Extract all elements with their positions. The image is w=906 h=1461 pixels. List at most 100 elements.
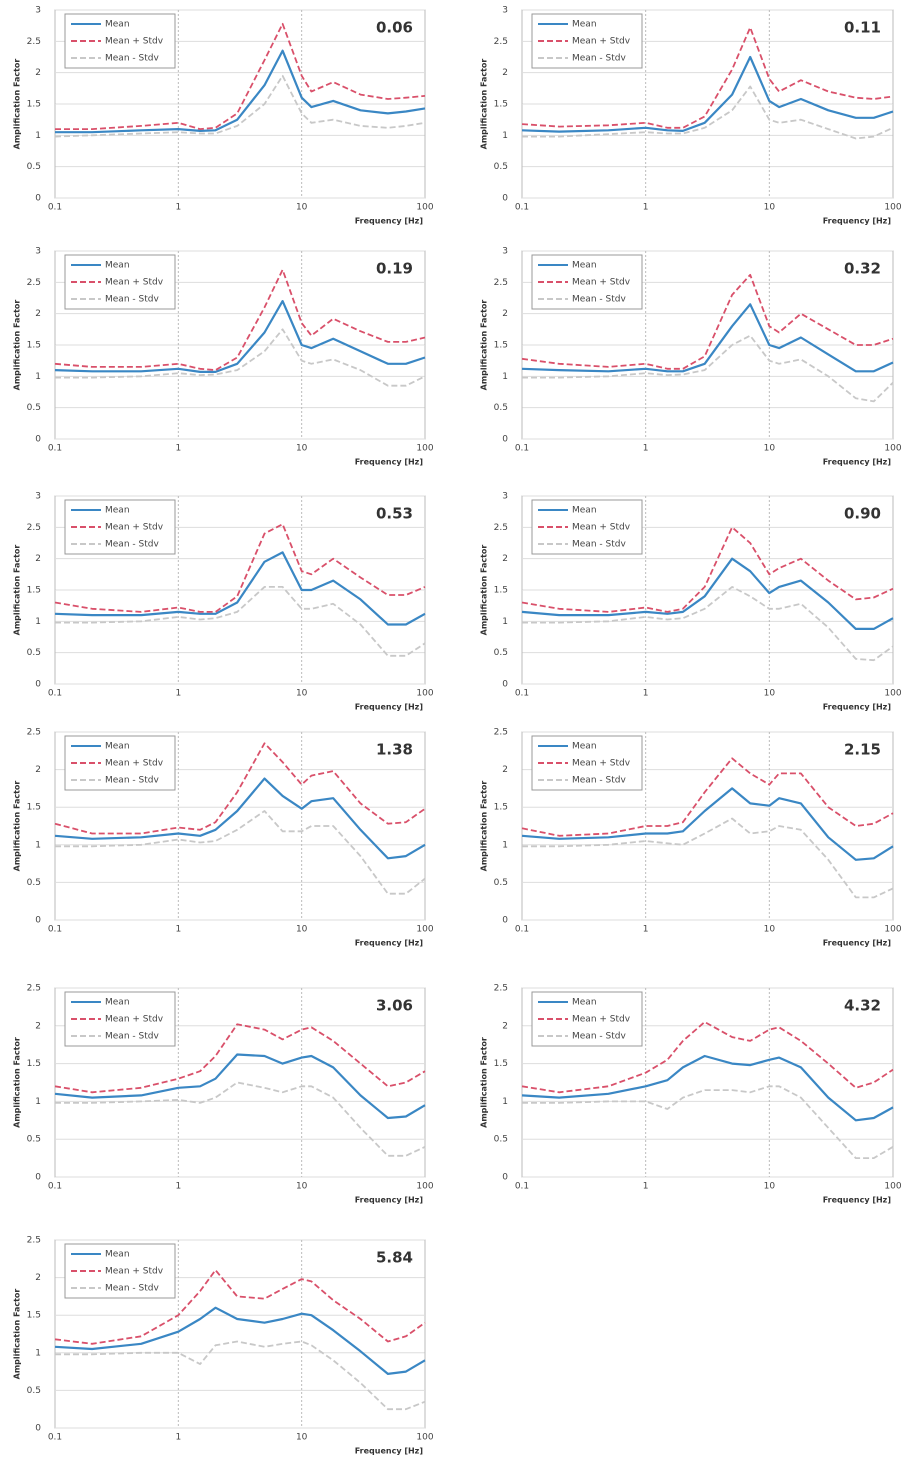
y-axis-label: Amplification Factor [480, 545, 489, 636]
panel: 0 0.5 1 1.5 2 2.5 3 0.1 1 10 100 Amplification Fact… [480, 492, 902, 712]
series-line [54, 1023, 426, 1094]
series-line [55, 586, 426, 657]
legend-label: Mean - Stdv [105, 776, 159, 786]
panel: 0 0.5 1 1.5 2 2.5 0.1 1 10 100 Amplification Facto… [13, 728, 434, 948]
x-tick-label: 100 [884, 689, 901, 699]
y-tick-label: 1.5 [27, 1311, 41, 1321]
panel: 0 0.5 1 1.5 2 2.5 3 0.1 1 10 100 Amplification Fact… [480, 247, 902, 467]
x-tick-label: 1 [175, 1182, 181, 1192]
legend-label: Mean - Stdv [105, 1284, 159, 1294]
x-tick-label: 1 [643, 203, 649, 213]
legend-label: Mean + Stdv [105, 278, 164, 288]
series-line [54, 1053, 426, 1120]
legend-label: Mean + Stdv [572, 278, 631, 288]
series-line [522, 85, 894, 140]
legend-label: Mean [105, 20, 130, 30]
y-tick-label: 0.5 [27, 1386, 41, 1396]
y-tick-label: 2 [502, 554, 508, 564]
y-tick-label: 2.5 [494, 523, 508, 533]
x-tick-label: 100 [416, 1182, 433, 1192]
y-tick-label: 1 [35, 1097, 41, 1107]
series-line [55, 328, 426, 387]
series-line [522, 334, 894, 403]
x-tick-label: 0.1 [48, 203, 62, 213]
y-tick-label: 1.5 [494, 341, 508, 351]
series-line [522, 817, 894, 899]
series-line [521, 526, 894, 613]
legend-label: Mean [572, 506, 597, 516]
series-line [54, 523, 426, 613]
x-axis-label: Frequency [Hz] [823, 939, 891, 948]
legend-label: Mean - Stdv [105, 540, 159, 550]
y-tick-label: 2.5 [27, 37, 41, 47]
panel: 0 0.5 1 1.5 2 2.5 0.1 1 10 100 Amplification Facto… [480, 728, 902, 948]
legend: Mean Mean + Stdv Mean - Stdv [64, 13, 176, 69]
y-tick-label: 2 [502, 68, 508, 78]
x-tick-label: 1 [175, 444, 181, 454]
legend-label: Mean - Stdv [572, 54, 626, 64]
y-tick-label: 2.5 [27, 523, 41, 533]
panel: 0 0.5 1 1.5 2 2.5 3 0.1 1 10 100 Amplification Fact… [13, 492, 434, 712]
series-line [54, 1306, 426, 1375]
annotation: 1.38 [376, 741, 413, 759]
legend-label: Mean [105, 1250, 130, 1260]
y-tick-label: 3 [502, 247, 508, 257]
annotation: 0.53 [376, 505, 413, 523]
y-tick-label: 2.5 [27, 278, 41, 288]
x-tick-label: 10 [296, 203, 308, 213]
x-tick-label: 10 [764, 444, 776, 454]
y-tick-label: 0 [502, 435, 508, 445]
y-tick-label: 2 [35, 309, 41, 319]
legend-label: Mean [105, 261, 130, 271]
annotation: 0.19 [376, 260, 413, 278]
annotation: 4.32 [844, 997, 881, 1015]
legend-label: Mean - Stdv [105, 295, 159, 305]
x-tick-label: 1 [643, 925, 649, 935]
series-line [54, 74, 426, 138]
x-tick-label: 10 [764, 689, 776, 699]
x-tick-label: 0.1 [515, 203, 529, 213]
y-tick-label: 0.5 [494, 878, 508, 888]
x-axis-label: Frequency [Hz] [355, 217, 423, 226]
series-line [55, 49, 426, 134]
y-tick-label: 2.5 [494, 278, 508, 288]
series-line [54, 300, 426, 373]
y-tick-label: 2.5 [494, 37, 508, 47]
x-tick-label: 1 [175, 689, 181, 699]
x-axis-label: Frequency [Hz] [355, 458, 423, 467]
x-axis-label: Frequency [Hz] [355, 703, 423, 712]
legend-label: Mean [572, 742, 597, 752]
y-axis-label: Amplification Factor [480, 59, 489, 150]
annotation: 5.84 [376, 1249, 413, 1267]
y-tick-label: 1.5 [27, 803, 41, 813]
series-line [55, 810, 426, 895]
x-tick-label: 0.1 [48, 444, 62, 454]
y-tick-label: 3 [502, 492, 508, 502]
x-tick-label: 0.1 [515, 689, 529, 699]
y-tick-label: 0 [502, 1173, 508, 1183]
legend-label: Mean + Stdv [105, 37, 164, 47]
y-tick-label: 2.5 [494, 984, 508, 994]
legend: Mean Mean + Stdv Mean - Stdv [64, 1243, 176, 1299]
series-line [521, 1054, 894, 1122]
y-axis-label: Amplification Factor [13, 59, 22, 150]
y-tick-label: 0.5 [27, 403, 41, 413]
series-line [55, 22, 426, 130]
series-line [521, 273, 894, 370]
y-axis-label: Amplification Factor [13, 781, 22, 872]
legend-label: Mean + Stdv [105, 1267, 164, 1277]
y-axis-label: Amplification Factor [480, 781, 489, 872]
x-tick-label: 100 [884, 1182, 901, 1192]
annotation: 2.15 [844, 741, 881, 759]
x-axis-label: Frequency [Hz] [823, 458, 891, 467]
y-tick-label: 2.5 [27, 728, 41, 738]
legend: Mean Mean + Stdv Mean - Stdv [531, 254, 643, 310]
legend: Mean Mean + Stdv Mean - Stdv [531, 735, 643, 791]
x-tick-label: 1 [643, 689, 649, 699]
x-tick-label: 100 [416, 925, 433, 935]
x-tick-label: 10 [296, 444, 308, 454]
legend-label: Mean [572, 261, 597, 271]
legend-label: Mean - Stdv [105, 1032, 159, 1042]
panel: 0 0.5 1 1.5 2 2.5 0.1 1 10 100 Amplification Facto… [13, 1236, 434, 1456]
